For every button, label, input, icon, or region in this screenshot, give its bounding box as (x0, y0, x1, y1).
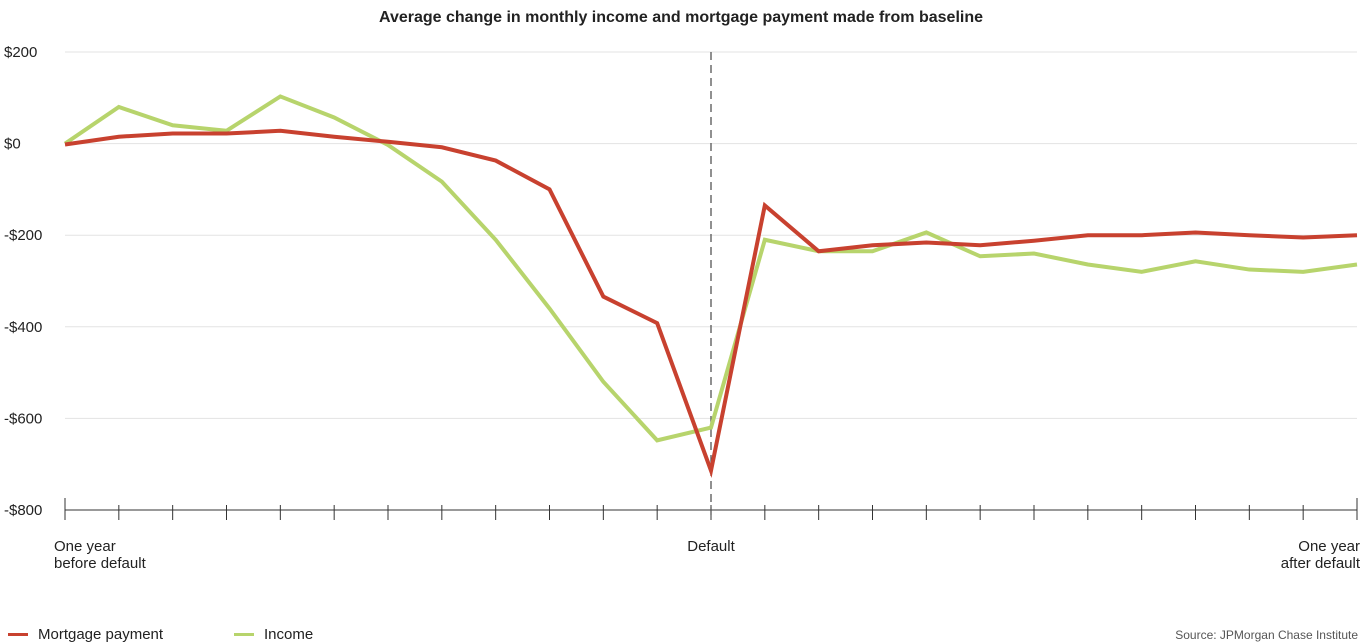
y-tick-label: -$800 (4, 502, 42, 519)
y-tick-label: $200 (4, 44, 37, 61)
legend-swatch (234, 633, 254, 636)
legend-item: Income (234, 626, 313, 643)
series-line (63, 94, 1358, 443)
y-tick-label: $0 (4, 136, 21, 153)
chart-title: Average change in monthly income and mor… (379, 9, 983, 26)
legend-label: Income (264, 626, 314, 643)
legend-label: Mortgage payment (38, 626, 164, 643)
y-tick-label: -$400 (4, 319, 42, 336)
y-tick-label: -$200 (4, 227, 42, 244)
x-tick-label: Default (687, 538, 735, 555)
legend-swatch (8, 633, 28, 636)
y-tick-label: -$600 (4, 410, 42, 427)
x-tick-label: One year after default (1280, 538, 1360, 572)
legend-item: Mortgage payment (8, 626, 163, 643)
x-tick-label: One year before default (54, 538, 146, 572)
source: Source: JPMorgan Chase Institute (1175, 628, 1358, 642)
series-line (64, 128, 1358, 478)
